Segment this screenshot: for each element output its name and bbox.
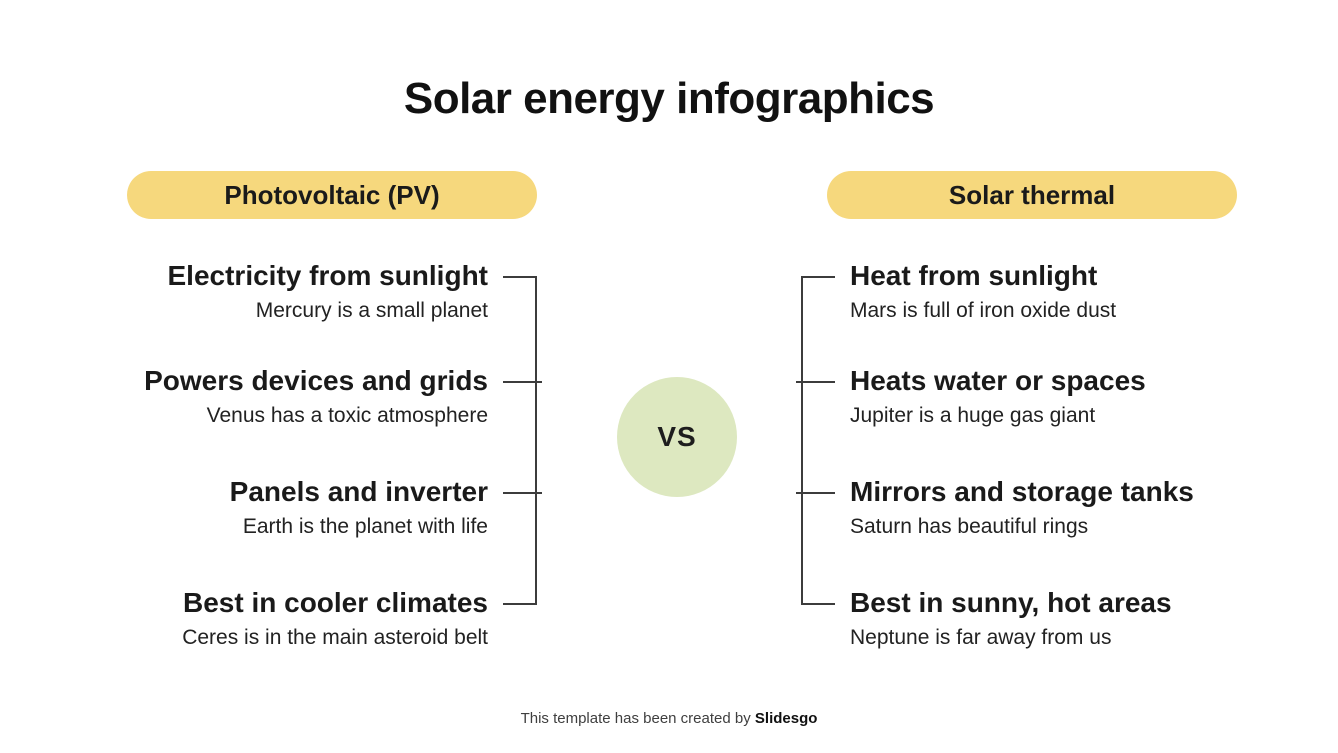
footer-credit-text: This template has been created by (520, 710, 755, 727)
thermal-item-1: Heat from sunlight Mars is full of iron … (850, 259, 1116, 324)
page-title: Solar energy infographics (403, 74, 935, 123)
pv-item-1-subtitle: Mercury is a small planet (255, 299, 488, 322)
vs-badge-label: VS (657, 421, 697, 452)
header-pill-solar-thermal-label: Solar thermal (948, 179, 1116, 210)
header-pill-solar-thermal: Solar thermal (827, 171, 1237, 219)
pv-item-1: Electricity from sunlight Mercury is a s… (168, 259, 489, 324)
thermal-item-1-title: Heat from sunlight (850, 260, 1098, 291)
vs-badge: VS (617, 377, 737, 497)
thermal-item-2-subtitle: Jupiter is a huge gas giant (850, 404, 1096, 427)
pv-item-3-title: Panels and inverter (229, 476, 488, 507)
thermal-item-2: Heats water or spaces Jupiter is a huge … (850, 364, 1146, 429)
footer-brand: Slidesgo (754, 710, 818, 727)
thermal-item-2-title: Heats water or spaces (850, 365, 1146, 396)
pv-item-4-subtitle: Ceres is in the main asteroid belt (182, 626, 488, 649)
thermal-item-3: Mirrors and storage tanks Saturn has bea… (850, 475, 1194, 540)
pv-item-2-title: Powers devices and grids (144, 365, 488, 396)
thermal-item-3-subtitle: Saturn has beautiful rings (850, 515, 1089, 538)
thermal-item-4: Best in sunny, hot areas Neptune is far … (850, 586, 1172, 651)
thermal-item-1-subtitle: Mars is full of iron oxide dust (850, 299, 1117, 322)
thermal-item-4-subtitle: Neptune is far away from us (850, 626, 1112, 649)
pv-item-4: Best in cooler climates Ceres is in the … (182, 586, 488, 651)
header-pill-photovoltaic-label: Photovoltaic (PV) (224, 179, 440, 210)
pv-item-4-title: Best in cooler climates (182, 587, 488, 618)
thermal-item-3-title: Mirrors and storage tanks (850, 476, 1194, 507)
header-pill-photovoltaic: Photovoltaic (PV) (127, 171, 537, 219)
pv-item-2-subtitle: Venus has a toxic atmosphere (206, 404, 488, 427)
thermal-item-4-title: Best in sunny, hot areas (850, 587, 1172, 618)
pv-item-3: Panels and inverter Earth is the planet … (230, 475, 488, 540)
pv-item-2: Powers devices and grids Venus has a tox… (144, 364, 488, 429)
footer-credit: This template has been created by Slides… (0, 710, 1338, 727)
pv-item-1-title: Electricity from sunlight (167, 260, 489, 291)
pv-item-3-subtitle: Earth is the planet with life (242, 515, 488, 538)
